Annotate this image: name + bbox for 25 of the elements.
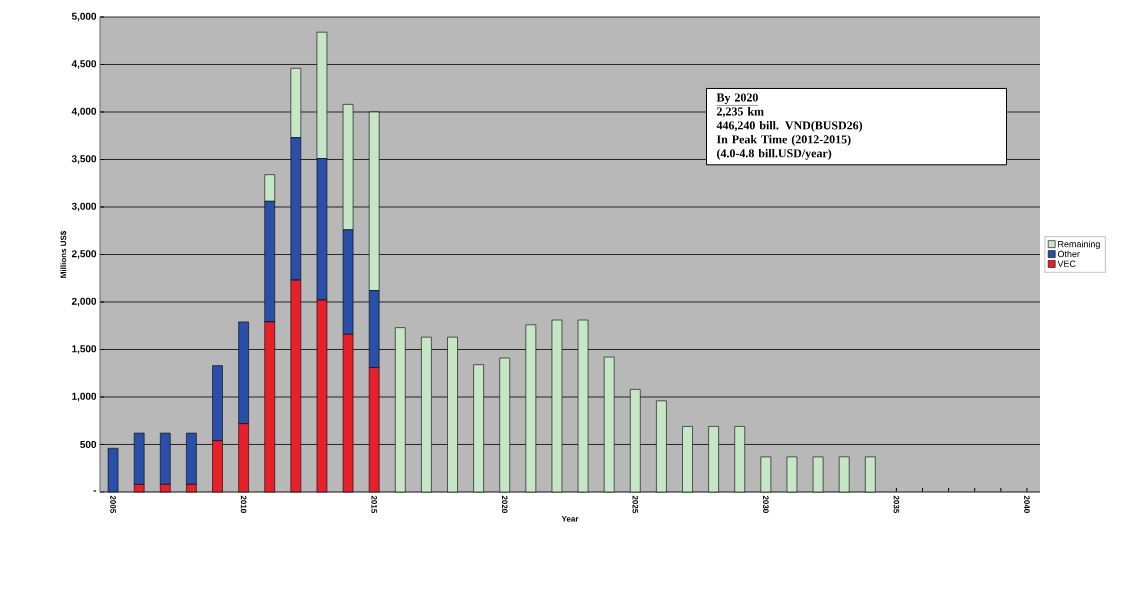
- y-tick-label: 1,500: [72, 345, 97, 354]
- y-tick-label: 3,500: [71, 155, 97, 164]
- y-tick-label: 4,000: [71, 107, 97, 117]
- y-tick-label: 4,500: [71, 60, 97, 69]
- y-tick-label: 500: [80, 440, 97, 449]
- annotation: In Peak Time (2012-2015): [716, 134, 851, 146]
- bar: [107, 447, 119, 493]
- y-tick-label: 3,000: [71, 202, 97, 212]
- bar: [812, 456, 824, 493]
- bar: [786, 456, 798, 493]
- bar: [760, 456, 772, 493]
- annotation: 446,240 bill. VND(BUSD26): [716, 121, 863, 132]
- bar: [864, 456, 876, 493]
- annotation: (4.0-4.8 bill.USD/year): [717, 148, 832, 160]
- y-tick-label: 1,000: [72, 392, 97, 402]
- legend-label: VEC: [1057, 260, 1076, 267]
- bar: [838, 456, 850, 493]
- legend-label: Other: [1057, 250, 1080, 258]
- legend-label: Remaining: [1058, 240, 1100, 249]
- y-tick-label: 2,000: [71, 297, 97, 307]
- annotation: 2,235 km: [717, 107, 764, 118]
- y-tick-label: 5,000: [71, 12, 97, 22]
- y-tick-label: 2,500: [71, 250, 97, 259]
- y-tick-label: -: [93, 490, 97, 492]
- annotation: By 2020: [716, 93, 758, 105]
